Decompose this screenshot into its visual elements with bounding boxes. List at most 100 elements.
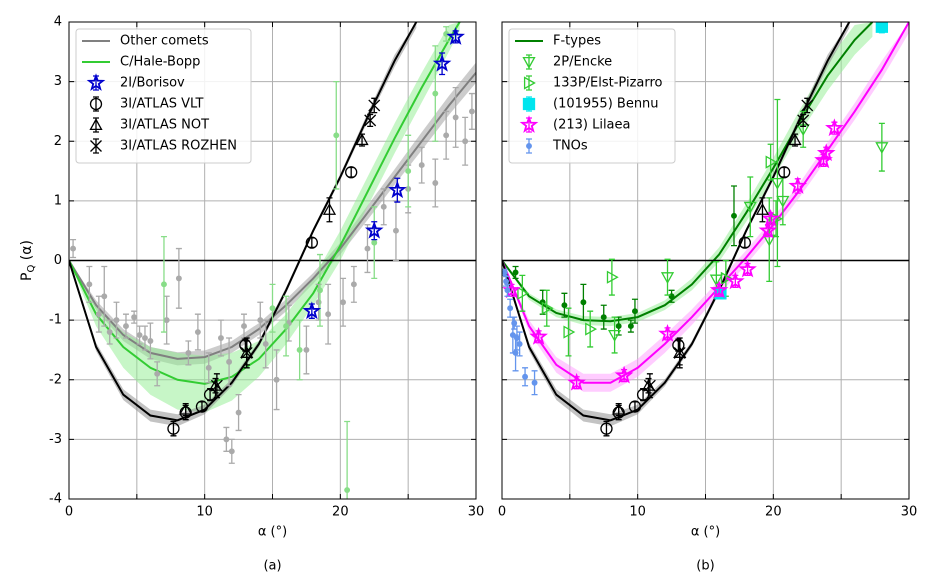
marker	[726, 271, 745, 290]
fit-line	[69, 22, 418, 422]
legend-marker	[522, 97, 536, 111]
error-bar	[611, 316, 618, 354]
plot-area	[69, 22, 476, 499]
x-tick-label: 20	[332, 505, 349, 520]
marker	[643, 379, 656, 392]
marker	[405, 168, 412, 174]
axes-frame	[501, 21, 910, 500]
legend-marker	[522, 56, 536, 69]
marker	[175, 275, 182, 282]
marker	[95, 311, 102, 318]
error-bar	[774, 98, 781, 268]
marker	[531, 379, 538, 386]
marker	[512, 349, 519, 356]
error-bar	[519, 274, 526, 312]
marker	[511, 320, 518, 327]
marker	[503, 278, 510, 285]
marker	[462, 138, 469, 145]
error-bar	[603, 420, 610, 437]
marker	[296, 347, 303, 353]
marker	[350, 281, 357, 288]
x-axis-label: α (°)	[691, 525, 720, 540]
marker	[113, 317, 120, 324]
marker	[380, 203, 387, 210]
legend-label: 3I/ATLAS ROZHEN	[120, 139, 237, 154]
fit-line	[69, 22, 461, 385]
marker	[541, 301, 554, 315]
marker	[788, 133, 802, 146]
marker	[561, 302, 568, 309]
error-bar	[326, 197, 333, 223]
marker	[340, 299, 346, 306]
error-bar	[587, 310, 594, 348]
marker	[452, 114, 459, 121]
legend-marker	[523, 76, 536, 90]
axes-frame	[68, 21, 477, 500]
legend-label: 133P/Elst-Pizarro	[553, 76, 663, 91]
marker	[672, 339, 685, 352]
marker	[502, 269, 508, 276]
legend-label: 3I/ATLAS NOT	[120, 118, 209, 133]
marker	[235, 409, 242, 416]
panel: 0 10 20 30 α (°) (b) F-types 2P/Encke 133P/Elst-…	[498, 21, 917, 574]
marker	[797, 114, 810, 127]
x-tick-label: 0	[65, 505, 73, 520]
legend-label: TNOs	[552, 139, 588, 154]
marker	[167, 422, 180, 435]
marker	[195, 400, 209, 413]
y-axis-label: PQ (α)	[19, 240, 37, 281]
legend-marker	[86, 73, 106, 91]
plot-area	[502, 22, 909, 437]
marker	[758, 220, 778, 239]
marker	[179, 402, 193, 415]
marker	[600, 422, 613, 435]
marker	[322, 202, 337, 215]
marker	[443, 132, 450, 139]
error-bar	[565, 307, 572, 357]
legend: Other comets C/Hale-Bopp 2I/Borisov 3I/ATLA…	[75, 28, 252, 164]
marker	[816, 143, 836, 162]
marker	[765, 155, 778, 169]
marker	[305, 236, 318, 249]
marker	[731, 212, 737, 219]
marker	[504, 287, 511, 294]
marker	[269, 305, 276, 312]
marker	[673, 346, 686, 359]
x-tick-label: 0	[498, 505, 506, 520]
marker	[628, 400, 642, 413]
marker	[393, 227, 399, 234]
legend-box	[75, 28, 252, 164]
error-bar	[608, 258, 615, 296]
error-bar	[878, 122, 885, 172]
error-bar	[664, 258, 671, 296]
marker	[136, 332, 143, 338]
marker	[241, 323, 247, 330]
marker	[709, 274, 723, 287]
error-bar	[767, 143, 774, 181]
legend-marker	[89, 118, 103, 131]
marker	[203, 388, 217, 401]
y-tick-label: 2	[54, 134, 62, 149]
marker	[161, 281, 167, 288]
legend-label: 3I/ATLAS VLT	[120, 97, 203, 112]
marker	[770, 177, 785, 190]
panel: 0 10 20 30 -4 -3 -2 -1 0 1 2 3 4 α (°) (a) PQ (α) Other …	[19, 15, 484, 574]
marker	[364, 114, 377, 127]
marker	[317, 287, 323, 294]
marker	[636, 388, 650, 401]
marker	[778, 166, 791, 179]
marker	[131, 314, 138, 321]
marker	[418, 162, 425, 169]
legend-label: 2P/Encke	[553, 55, 612, 70]
marker	[262, 341, 269, 347]
marker	[517, 286, 530, 300]
marker	[179, 406, 192, 419]
marker	[228, 448, 235, 455]
marker	[257, 317, 264, 324]
marker	[142, 335, 148, 341]
marker	[163, 317, 170, 324]
marker	[333, 132, 340, 139]
marker	[345, 166, 358, 179]
y-tick-label: -4	[49, 492, 62, 507]
